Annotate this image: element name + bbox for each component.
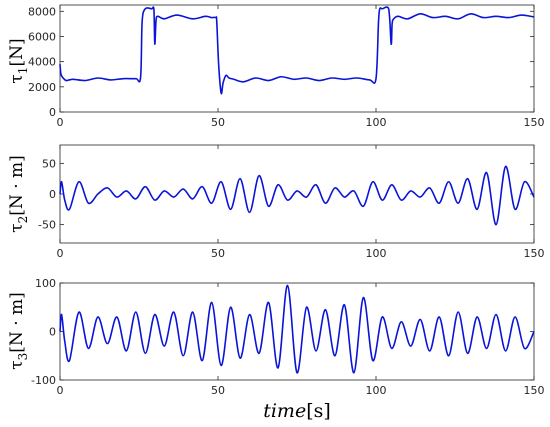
y-tick-label: 0 xyxy=(49,326,56,339)
x-tick-label: 150 xyxy=(524,116,545,129)
y-tick-label: -50 xyxy=(38,219,56,232)
x-tick-label: 150 xyxy=(524,384,545,397)
y-tick-label: 2000 xyxy=(28,81,56,94)
y-tick-label: -100 xyxy=(31,374,56,387)
y-tick-label: 0 xyxy=(49,106,56,119)
panel-tau1: 0 50 100 150 0 2000 4000 6000 8000 τ1[N] xyxy=(7,4,545,129)
x-ticks: 0 50 100 150 xyxy=(57,283,545,397)
x-tick-label: 100 xyxy=(366,384,387,397)
y-tick-label: 8000 xyxy=(28,5,56,18)
y-axis-label: τ2[N · m] xyxy=(7,155,30,233)
x-ticks: 0 50 100 150 xyxy=(57,5,545,129)
y-ticks: -100 0 100 xyxy=(31,277,534,387)
y-tick-label: 50 xyxy=(42,157,56,170)
x-axis-label: time[s] xyxy=(263,400,331,422)
x-tick-label: 50 xyxy=(211,384,225,397)
x-tick-label: 0 xyxy=(57,247,64,260)
y-tick-label: 4000 xyxy=(28,56,56,69)
x-tick-label: 50 xyxy=(211,247,225,260)
series-line xyxy=(59,6,535,95)
x-tick-label: 100 xyxy=(366,116,387,129)
x-tick-label: 100 xyxy=(366,247,387,260)
x-tick-label: 0 xyxy=(57,384,64,397)
y-tick-label: 100 xyxy=(35,277,56,290)
x-tick-label: 0 xyxy=(57,116,64,129)
y-axis-label: τ3[N · m] xyxy=(7,292,30,370)
series-line xyxy=(59,284,535,374)
x-ticks: 0 50 100 150 xyxy=(57,145,545,260)
y-ticks: -50 0 50 xyxy=(38,157,534,232)
panel-tau2: 0 50 100 150 -50 0 50 τ2[N · m] xyxy=(7,144,545,260)
y-axis-label: τ1[N] xyxy=(7,38,30,83)
x-tick-label: 150 xyxy=(524,247,545,260)
y-ticks: 0 2000 4000 6000 8000 xyxy=(28,5,534,119)
axes-frame xyxy=(59,144,535,244)
x-tick-label: 50 xyxy=(211,116,225,129)
series-line xyxy=(59,165,535,226)
y-tick-label: 6000 xyxy=(28,30,56,43)
y-tick-label: 0 xyxy=(49,188,56,201)
axes-frame xyxy=(59,4,535,113)
